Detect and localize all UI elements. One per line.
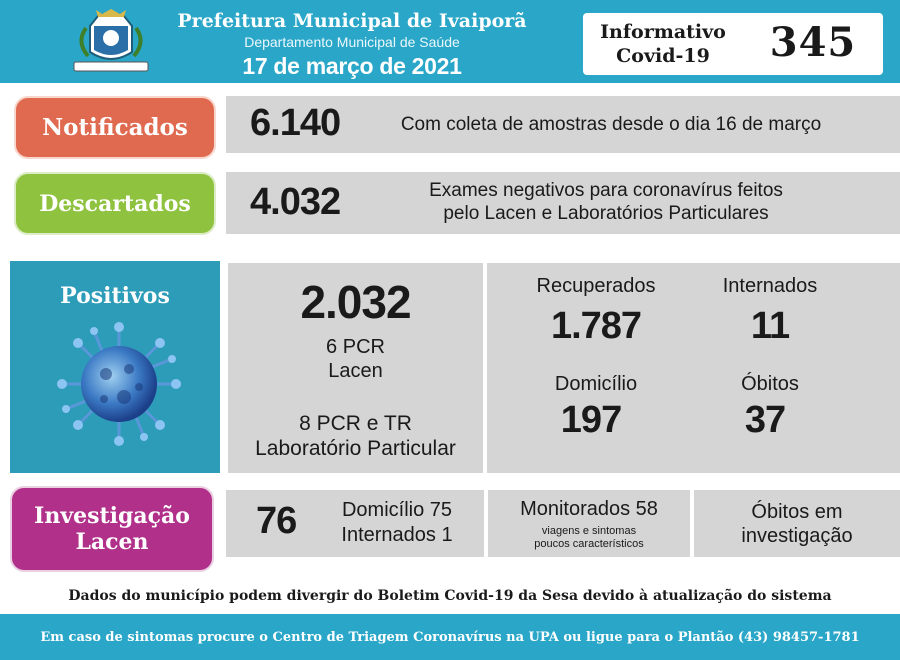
- descartados-description: Exames negativos para coronavírus feitos…: [396, 179, 816, 225]
- bulletin-label-line2: Covid-19: [616, 45, 710, 67]
- positivos-divider: [483, 263, 487, 473]
- notificados-value: 6.140: [250, 102, 341, 144]
- investigacao-domicilio: Domicílio 75: [341, 499, 453, 521]
- obitos-investigacao: Óbitos em investigação: [694, 500, 900, 548]
- investigacao-label-line1: Investigação: [34, 503, 190, 529]
- domicilio-value: 197: [560, 399, 622, 441]
- positivos-panel: Positivos: [10, 261, 220, 473]
- notificados-bar: 6.140 Com coleta de amostras desde o dia…: [226, 96, 900, 153]
- positivos-particular-label: Laboratório Particular: [255, 437, 456, 460]
- investigacao-label: Investigação Lacen: [10, 486, 214, 572]
- city-hall-title: Prefeitura Municipal de Ivaiporã: [177, 10, 527, 32]
- monitorados-box: Monitorados 58 viagens e sintomas poucos…: [488, 490, 690, 557]
- positivos-particular-tests: 8 PCR e TR: [299, 412, 412, 435]
- internados-value: 11: [750, 305, 790, 347]
- internados-label: Internados: [722, 275, 818, 297]
- positivos-value: 2.032: [300, 276, 411, 328]
- monitorados-note: viagens e sintomas poucos característico…: [488, 525, 690, 551]
- descartados-description-line2: pelo Lacen e Laboratórios Particulares: [443, 203, 769, 224]
- bulletin-info-box: Informativo Covid-19 345: [583, 13, 883, 75]
- contact-info: Em caso de sintomas procure o Centro de …: [40, 629, 860, 645]
- investigacao-internados: Internados 1: [341, 524, 453, 546]
- municipal-seal-icon: [73, 9, 149, 72]
- obitos-label: Óbitos: [741, 373, 799, 395]
- obitos-investigacao-line2: investigação: [741, 525, 853, 547]
- header-banner: Prefeitura Municipal de Ivaiporã Departa…: [0, 0, 900, 83]
- positivos-details: 2.032 6 PCR Lacen 8 PCR e TR Laboratório…: [228, 263, 900, 473]
- positivos-lacen: 6 PCR Lacen: [228, 335, 483, 383]
- investigacao-label-line2: Lacen: [75, 529, 149, 555]
- bulletin-date: 17 de março de 2021: [242, 53, 462, 79]
- obitos-investigacao-line1: Óbitos em: [751, 501, 843, 523]
- obitos-investigacao-box: Óbitos em investigação: [694, 490, 900, 557]
- investigacao-summary: 76 Domicílio 75 Internados 1: [226, 490, 484, 557]
- monitorados-count: Monitorados 58: [520, 498, 658, 520]
- obitos-value: 37: [744, 399, 786, 441]
- positivos-lacen-pcr: 6 PCR: [326, 336, 385, 358]
- bulletin-number: 345: [769, 19, 857, 66]
- positivos-lacen-label: Lacen: [328, 360, 383, 382]
- notificados-description: Com coleta de amostras desde o dia 16 de…: [400, 114, 822, 135]
- disclaimer-note: Dados do município podem divergir do Bol…: [68, 588, 832, 604]
- investigacao-breakdown: Domicílio 75 Internados 1: [322, 498, 472, 548]
- investigacao-value: 76: [256, 500, 297, 542]
- bulletin-label: Informativo Covid-19: [583, 20, 743, 68]
- positivos-label: Positivos: [60, 283, 170, 309]
- positivos-particular: 8 PCR e TR Laboratório Particular: [228, 411, 483, 461]
- footer-banner: Em caso de sintomas procure o Centro de …: [0, 614, 900, 660]
- descartados-label: Descartados: [14, 172, 216, 235]
- recuperados-label: Recuperados: [536, 275, 656, 297]
- descartados-description-line1: Exames negativos para coronavírus feitos: [429, 180, 783, 201]
- recuperados-value: 1.787: [550, 305, 642, 347]
- monitorados-note-line1: viagens e sintomas: [541, 525, 637, 537]
- descartados-bar: 4.032 Exames negativos para coronavírus …: [226, 172, 900, 234]
- monitorados-note-line2: poucos característicos: [534, 538, 644, 550]
- coronavirus-icon: [57, 322, 181, 446]
- department-subtitle: Departamento Municipal de Saúde: [244, 34, 460, 50]
- domicilio-label: Domicílio: [554, 373, 638, 395]
- bulletin-label-line1: Informativo: [600, 21, 726, 43]
- descartados-value: 4.032: [250, 181, 341, 223]
- notificados-label: Notificados: [14, 96, 216, 159]
